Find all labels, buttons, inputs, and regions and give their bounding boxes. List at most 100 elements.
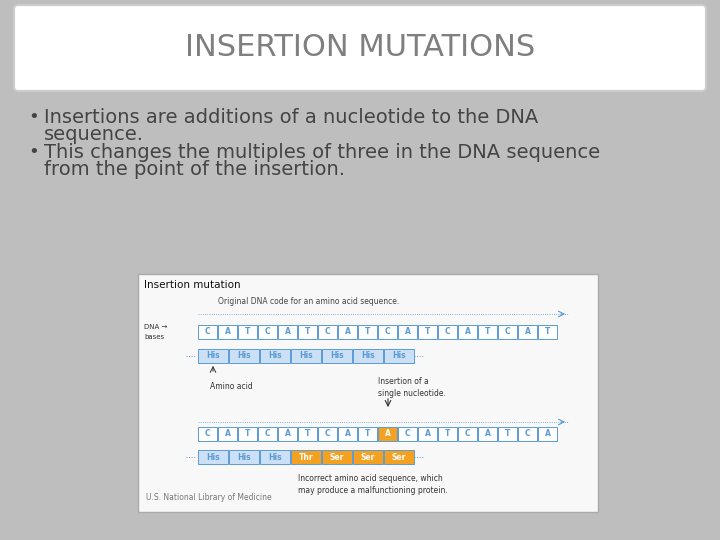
FancyBboxPatch shape [458,325,477,339]
FancyBboxPatch shape [229,450,259,464]
FancyBboxPatch shape [338,427,357,441]
Text: C: C [325,429,330,438]
Text: A: A [225,429,230,438]
FancyBboxPatch shape [298,325,317,339]
Text: A: A [345,327,351,336]
FancyBboxPatch shape [438,427,457,441]
Text: His: His [300,352,312,361]
Text: T: T [485,327,490,336]
FancyBboxPatch shape [438,325,457,339]
Text: C: C [445,327,450,336]
FancyBboxPatch shape [418,427,437,441]
Text: C: C [525,429,531,438]
Text: Insertion mutation: Insertion mutation [144,280,240,290]
Text: A: A [345,429,351,438]
Text: His: His [237,453,251,462]
FancyBboxPatch shape [238,427,257,441]
Text: T: T [505,429,510,438]
FancyBboxPatch shape [378,325,397,339]
Text: bases: bases [144,334,164,340]
FancyBboxPatch shape [198,325,217,339]
FancyBboxPatch shape [278,427,297,441]
Text: INSERTION MUTATIONS: INSERTION MUTATIONS [185,33,535,63]
Text: A: A [485,429,490,438]
Text: DNA →: DNA → [144,324,167,330]
FancyBboxPatch shape [198,427,217,441]
Text: Ser: Ser [392,453,406,462]
FancyBboxPatch shape [358,325,377,339]
FancyBboxPatch shape [258,427,277,441]
Text: from the point of the insertion.: from the point of the insertion. [44,160,345,179]
FancyBboxPatch shape [238,325,257,339]
FancyBboxPatch shape [358,427,377,441]
FancyBboxPatch shape [458,427,477,441]
Text: •: • [28,143,39,161]
Text: C: C [325,327,330,336]
Text: A: A [544,429,550,438]
FancyBboxPatch shape [338,325,357,339]
FancyBboxPatch shape [384,349,414,363]
FancyBboxPatch shape [291,450,321,464]
Text: C: C [464,429,470,438]
FancyBboxPatch shape [291,349,321,363]
Text: Ser: Ser [361,453,375,462]
Text: His: His [206,352,220,361]
FancyBboxPatch shape [384,450,414,464]
FancyBboxPatch shape [260,349,290,363]
FancyBboxPatch shape [538,325,557,339]
FancyBboxPatch shape [258,325,277,339]
Text: Insertion of a
single nucleotide.: Insertion of a single nucleotide. [378,377,446,398]
FancyBboxPatch shape [138,274,598,512]
Text: T: T [245,327,250,336]
Text: Incorrect amino acid sequence, which
may produce a malfunctioning protein.: Incorrect amino acid sequence, which may… [298,474,448,495]
FancyBboxPatch shape [478,325,497,339]
Text: His: His [268,453,282,462]
FancyBboxPatch shape [538,427,557,441]
FancyBboxPatch shape [278,325,297,339]
Text: This changes the multiples of three in the DNA sequence: This changes the multiples of three in t… [44,143,600,162]
Text: A: A [284,429,290,438]
Text: A: A [284,327,290,336]
Text: His: His [330,352,344,361]
FancyBboxPatch shape [318,325,337,339]
FancyBboxPatch shape [322,349,352,363]
Text: C: C [265,327,270,336]
Text: T: T [425,327,430,336]
FancyBboxPatch shape [318,427,337,441]
FancyBboxPatch shape [229,349,259,363]
Text: C: C [265,429,270,438]
FancyBboxPatch shape [398,325,417,339]
FancyBboxPatch shape [518,427,537,441]
FancyBboxPatch shape [198,450,228,464]
FancyBboxPatch shape [498,427,517,441]
Text: C: C [384,327,390,336]
Text: His: His [392,352,406,361]
Text: T: T [365,327,370,336]
Text: T: T [305,429,310,438]
FancyBboxPatch shape [198,349,228,363]
Text: Original DNA code for an amino acid sequence.: Original DNA code for an amino acid sequ… [218,298,400,307]
Text: Insertions are additions of a nucleotide to the DNA: Insertions are additions of a nucleotide… [44,108,539,127]
Text: A: A [464,327,470,336]
FancyBboxPatch shape [353,349,383,363]
FancyBboxPatch shape [218,325,237,339]
FancyBboxPatch shape [378,427,397,441]
Text: T: T [545,327,550,336]
Text: T: T [305,327,310,336]
FancyBboxPatch shape [14,5,706,91]
FancyBboxPatch shape [418,325,437,339]
FancyBboxPatch shape [260,450,290,464]
Text: •: • [28,108,39,126]
Text: A: A [425,429,431,438]
FancyBboxPatch shape [218,427,237,441]
Text: His: His [206,453,220,462]
FancyBboxPatch shape [478,427,497,441]
FancyBboxPatch shape [298,427,317,441]
Text: A: A [384,429,390,438]
FancyBboxPatch shape [322,450,352,464]
Text: A: A [405,327,410,336]
Text: His: His [237,352,251,361]
Text: C: C [405,429,410,438]
FancyBboxPatch shape [353,450,383,464]
Text: C: C [204,327,210,336]
